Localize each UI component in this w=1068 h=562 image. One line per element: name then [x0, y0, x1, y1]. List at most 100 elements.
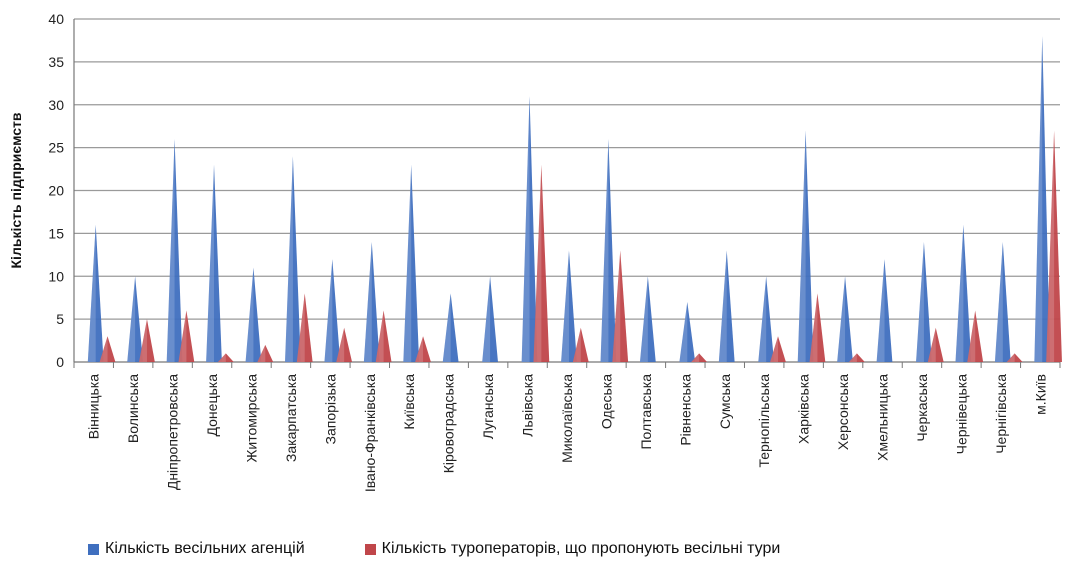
bar-agencies — [285, 156, 301, 362]
bar-tour-operators-highlight — [533, 164, 542, 362]
x-tick-label: Сумська — [717, 374, 733, 429]
bar-agencies-highlight — [403, 164, 412, 362]
bar-tour-operators — [809, 293, 826, 362]
legend-swatch-agencies — [88, 543, 99, 555]
x-tick-label: Чернігівська — [993, 374, 1009, 454]
bar-tour-operators-highlight — [967, 310, 976, 362]
bar-tour-operators-highlight — [178, 310, 187, 362]
bar-tour-operators-highlight — [770, 336, 779, 362]
bar-agencies — [639, 276, 656, 362]
x-tick-label: Херсонська — [835, 374, 851, 450]
bar-agencies-highlight — [482, 276, 491, 362]
y-tick-label: 15 — [48, 225, 64, 241]
bar-tour-operators — [257, 344, 274, 362]
x-tick-label: Закарпатська — [283, 374, 299, 462]
bar-tour-operators — [848, 353, 865, 362]
bar-agencies-highlight — [285, 156, 293, 362]
bar-agencies-highlight — [363, 241, 372, 362]
bar-tour-operators-highlight — [217, 353, 226, 362]
bar-tour-operators — [415, 336, 431, 362]
bar-agencies-highlight — [324, 259, 333, 362]
bar-tour-operators-highlight — [572, 327, 581, 362]
x-tick-label: Вінницька — [86, 374, 102, 439]
legend-label-agencies: Кількість весільних агенцій — [105, 540, 305, 557]
bar-agencies-highlight — [916, 241, 924, 362]
bar-tour-operators-highlight — [375, 310, 384, 362]
bar-agencies — [403, 164, 420, 362]
bar-agencies-highlight — [955, 224, 964, 362]
bar-agencies-highlight — [521, 96, 530, 363]
x-tick-label: Тернопільська — [756, 374, 772, 468]
bar-agencies — [876, 259, 893, 362]
bar-agencies-highlight — [797, 130, 806, 362]
x-tick-label: Житомирська — [243, 374, 259, 463]
bar-tour-operators-highlight — [1006, 353, 1015, 362]
bar-agencies — [442, 293, 459, 362]
bar-tour-operators — [1046, 130, 1062, 362]
x-tick-label: Луганська — [480, 374, 496, 439]
bar-agencies-highlight — [600, 139, 609, 362]
x-tick-label: Хмельницька — [875, 374, 891, 461]
x-tick-label: Харківська — [796, 374, 812, 444]
bar-tour-operators — [139, 319, 155, 362]
x-tick-label: Запорізька — [322, 374, 338, 445]
y-tick-label: 0 — [56, 354, 64, 370]
bar-agencies — [718, 250, 735, 362]
bar-tour-operators — [533, 164, 550, 362]
tick-labels: 0 5 10 15 20 25 30 35 40 Вінницька Волинська Дніпро… — [48, 11, 1048, 492]
gridlines — [74, 18, 1060, 320]
bar-tour-operators — [178, 310, 195, 362]
bars — [87, 36, 1062, 363]
x-tick-label: Київська — [401, 374, 417, 430]
bar-tour-operators — [572, 327, 589, 362]
legend-label-tour-operators: Кількість туроператорів, що пропонують в… — [381, 540, 781, 557]
bar-agencies-highlight — [206, 164, 215, 362]
bar-tour-operators-highlight — [927, 327, 936, 362]
legend-swatch-tour-operators — [364, 543, 376, 555]
bar-tour-operators-highlight — [1046, 130, 1055, 362]
bar-tour-operators-highlight — [139, 319, 147, 362]
bar-tour-operators — [691, 353, 708, 362]
bar-agencies — [797, 130, 814, 362]
bar-agencies — [127, 276, 144, 362]
y-tick-label: 20 — [48, 183, 64, 199]
bar-agencies-highlight — [994, 241, 1003, 362]
x-tick-label: Львівська — [520, 374, 536, 437]
bar-agencies-highlight — [718, 250, 727, 362]
legend-item-tour-operators: Кількість туроператорів, що пропонують в… — [364, 540, 781, 558]
bar-agencies-highlight — [245, 267, 254, 362]
bar-tour-operators — [217, 353, 234, 362]
bar-tour-operators-highlight — [809, 293, 818, 362]
legend-item-agencies: Кількість весільних агенцій — [88, 540, 305, 558]
x-tick-label: Миколаївська — [559, 374, 575, 463]
bar-agencies — [955, 224, 972, 362]
bar-agencies-highlight — [87, 224, 96, 362]
bar-agencies — [994, 241, 1011, 362]
bar-tour-operators — [770, 336, 786, 362]
bar-agencies-highlight — [639, 276, 648, 362]
bar-agencies-highlight — [758, 276, 767, 362]
bar-agencies — [482, 276, 498, 362]
bar-agencies — [1034, 36, 1051, 363]
bar-tour-operators — [1006, 353, 1023, 362]
bar-agencies — [87, 224, 104, 362]
bar-agencies — [837, 276, 853, 362]
bar-agencies — [679, 301, 696, 362]
y-tick-label: 35 — [48, 54, 64, 70]
bar-tour-operators — [612, 250, 629, 362]
bar-agencies — [916, 241, 932, 362]
bar-agencies-highlight — [442, 293, 451, 362]
bar-agencies-highlight — [127, 276, 136, 362]
bar-tour-operators-highlight — [691, 353, 700, 362]
bar-tour-operators-highlight — [99, 336, 108, 362]
y-tick-label: 25 — [48, 140, 64, 156]
x-tick-label: Черкаська — [914, 374, 930, 442]
bar-agencies — [758, 276, 775, 362]
y-tick-label: 40 — [48, 11, 64, 27]
bar-tour-operators — [336, 327, 353, 362]
bar-agencies — [561, 250, 577, 362]
bar-agencies — [521, 96, 538, 363]
bar-tour-operators-highlight — [257, 344, 266, 362]
x-tick-label: Чернівецька — [953, 374, 969, 455]
bar-agencies-highlight — [837, 276, 846, 362]
